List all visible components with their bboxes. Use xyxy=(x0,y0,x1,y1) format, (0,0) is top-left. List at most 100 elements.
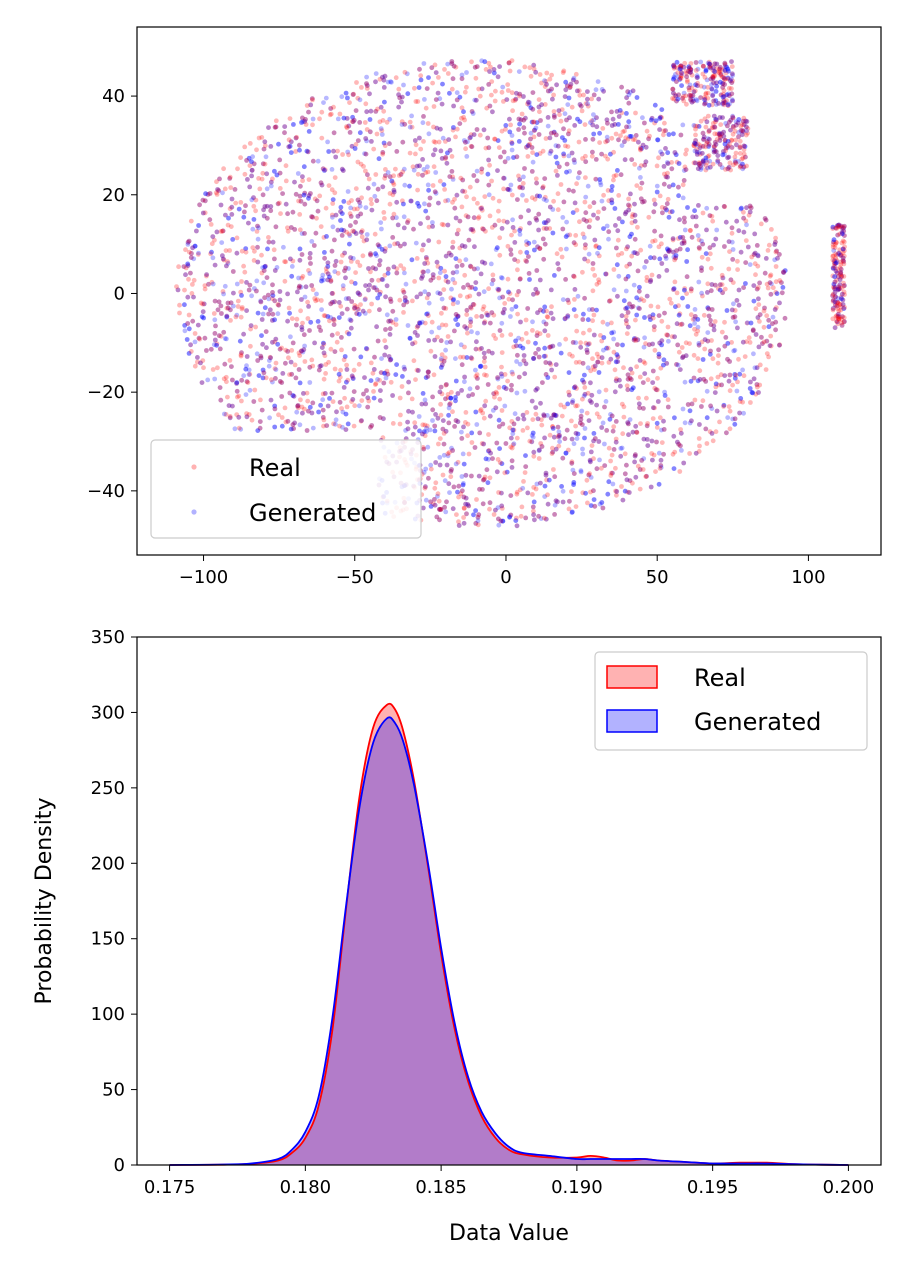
scatter-point-generated xyxy=(345,189,351,194)
scatter-point-real xyxy=(388,296,393,302)
scatter-point-generated xyxy=(206,281,211,287)
scatter-point-real xyxy=(294,134,299,140)
scatter-point-real xyxy=(239,398,244,404)
scatter-point-generated xyxy=(409,113,414,119)
scatter-point-generated xyxy=(542,345,548,351)
scatter-point-generated xyxy=(344,379,349,385)
scatter-point-generated xyxy=(615,293,620,299)
scatter-point-real xyxy=(684,274,690,280)
scatter-point-generated xyxy=(706,102,712,108)
scatter-point-real xyxy=(351,367,357,373)
scatter-point-generated xyxy=(665,160,670,165)
scatter-point-generated xyxy=(491,391,497,396)
scatter-point-generated xyxy=(620,342,625,348)
scatter-point-real xyxy=(503,441,509,446)
scatter-point-generated xyxy=(243,392,249,397)
scatter-point-generated xyxy=(748,379,753,385)
scatter-point-real xyxy=(727,359,732,364)
scatter-point-real xyxy=(722,82,727,87)
scatter-point-real xyxy=(569,460,575,466)
scatter-point-generated xyxy=(221,329,227,335)
scatter-point-real xyxy=(409,396,415,402)
scatter-point-generated xyxy=(472,244,477,250)
scatter-point-generated xyxy=(526,208,531,214)
scatter-point-generated xyxy=(467,386,473,392)
scatter-point-generated xyxy=(586,251,592,257)
scatter-point-generated xyxy=(837,277,843,283)
scatter-point-real xyxy=(615,237,621,243)
scatter-point-real xyxy=(767,273,773,279)
scatter-point-real xyxy=(423,255,429,260)
scatter-point-real xyxy=(229,364,234,369)
scatter-point-generated xyxy=(707,164,713,170)
scatter-point-generated xyxy=(614,262,620,268)
scatter-point-generated xyxy=(268,208,274,214)
scatter-point-real xyxy=(470,227,475,233)
scatter-point-real xyxy=(225,394,230,400)
scatter-point-generated xyxy=(242,209,247,215)
scatter-point-generated xyxy=(283,201,289,207)
scatter-point-real xyxy=(541,515,547,521)
scatter-point-generated xyxy=(738,396,744,401)
scatter-point-real xyxy=(307,328,312,333)
scatter-point-real xyxy=(207,217,213,223)
scatter-point-generated xyxy=(420,391,426,396)
scatter-point-generated xyxy=(364,74,369,80)
scatter-point-generated xyxy=(611,336,616,342)
scatter-point-real xyxy=(499,333,505,338)
scatter-point-generated xyxy=(666,338,671,344)
scatter-point-real xyxy=(722,319,727,325)
scatter-point-real xyxy=(638,247,644,253)
scatter-point-real xyxy=(259,317,265,322)
scatter-point-generated xyxy=(345,421,351,427)
scatter-point-generated xyxy=(588,449,594,455)
scatter-point-generated xyxy=(422,397,428,403)
scatter-point-real xyxy=(292,420,297,426)
scatter-point-real xyxy=(278,211,283,217)
scatter-point-real xyxy=(591,332,597,338)
scatter-point-real xyxy=(536,211,542,217)
scatter-point-generated xyxy=(617,108,623,113)
scatter-point-real xyxy=(424,86,430,91)
scatter-point-real xyxy=(516,127,521,132)
scatter-point-real xyxy=(454,264,460,269)
scatter-point-real xyxy=(584,410,590,416)
scatter-point-real xyxy=(573,423,578,429)
scatter-point-generated xyxy=(302,231,307,236)
scatter-point-real xyxy=(558,246,564,252)
scatter-point-real xyxy=(526,271,532,276)
scatter-point-generated xyxy=(578,417,584,422)
scatter-point-real xyxy=(317,116,322,122)
scatter-point-generated xyxy=(605,491,611,497)
scatter-point-generated xyxy=(340,424,345,430)
scatter-point-generated xyxy=(601,226,606,232)
scatter-point-generated xyxy=(247,184,253,190)
scatter-point-generated xyxy=(378,388,383,393)
scatter-point-real xyxy=(272,366,278,371)
scatter-point-generated xyxy=(508,435,514,441)
scatter-point-real xyxy=(537,151,543,156)
scatter-point-generated xyxy=(333,154,339,160)
scatter-point-generated xyxy=(643,259,649,264)
scatter-point-generated xyxy=(736,302,742,308)
scatter-point-real xyxy=(496,385,502,390)
scatter-point-real xyxy=(469,440,475,445)
scatter-point-real xyxy=(306,177,312,183)
scatter-point-real xyxy=(474,64,480,69)
scatter-point-generated xyxy=(512,411,518,417)
scatter-point-real xyxy=(341,357,347,363)
scatter-point-real xyxy=(493,389,499,395)
scatter-point-real xyxy=(737,145,743,151)
scatter-point-generated xyxy=(320,397,326,403)
scatter-point-real xyxy=(555,191,561,197)
scatter-point-generated xyxy=(350,376,356,381)
scatter-point-generated xyxy=(631,282,637,288)
scatter-point-real xyxy=(692,397,698,403)
scatter-point-real xyxy=(239,279,244,284)
scatter-point-generated xyxy=(565,313,571,319)
scatter-point-real xyxy=(730,78,735,84)
scatter-point-generated xyxy=(599,425,605,430)
scatter-point-generated xyxy=(650,380,656,385)
scatter-point-real xyxy=(238,155,244,161)
